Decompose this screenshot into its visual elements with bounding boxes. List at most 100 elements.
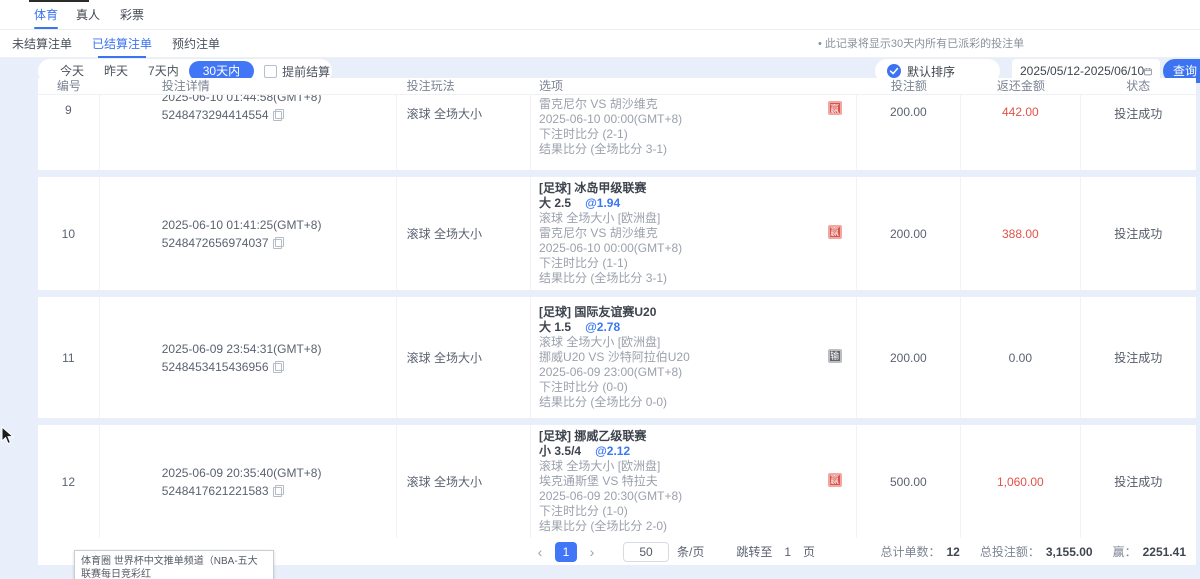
bet-play-type: 滚球 全场大小 xyxy=(406,475,482,489)
stake-cell: 200.00 xyxy=(857,297,962,418)
league-name: [足球] 挪威乙级联赛 xyxy=(539,429,647,443)
bet-time: 2025-06-10 01:44:58(GMT+8) xyxy=(161,95,322,104)
bet-options-cell: [足球] 冰岛甲级联赛大 2.5 @1.94 滚球 全场大小 [欧洲盘] 雷克尼尔 V… xyxy=(531,177,857,290)
bet-number-cell: 9 xyxy=(38,95,100,170)
result-badge: 赢 xyxy=(827,472,842,487)
top-edge-line xyxy=(29,0,89,2)
table-row: 11 2025-06-09 23:54:31(GMT+8) 524845341543… xyxy=(38,297,1196,418)
prev-page-button[interactable]: ‹ xyxy=(537,543,543,560)
option-line: 雷克尼尔 VS 胡沙维克 xyxy=(539,226,658,240)
col-header-play: 投注玩法 xyxy=(406,79,455,93)
bet-options-cell: [足球] 国际友谊赛U20 大 1.5 @2.78 滚球 全场大小 [欧洲盘] 挪威U2… xyxy=(531,297,857,418)
col-header-status: 状态 xyxy=(1126,79,1151,93)
tab-lottery[interactable]: 彩票 xyxy=(120,0,144,30)
jump-page-value[interactable]: 1 xyxy=(784,544,792,559)
status-cell: 投注成功 xyxy=(1081,95,1196,170)
early-settle-checkbox-label[interactable]: 提前结算 xyxy=(264,63,330,80)
status-cell: 投注成功 xyxy=(1081,297,1196,418)
copy-icon[interactable] xyxy=(272,484,284,497)
bet-detail-cell: 2025-06-10 01:44:58(GMT+8) 52484732944145… xyxy=(100,95,397,170)
bet-options-cell: [足球] 挪威乙级联赛小 3.5/4 @2.12 滚球 全场大小 [欧洲盘] 埃克通斯… xyxy=(531,425,857,538)
subtab-reserved[interactable]: 预约注单 xyxy=(172,30,220,58)
option-line: 滚球 全场大小 [欧洲盘] xyxy=(539,211,661,225)
tab-live[interactable]: 真人 xyxy=(76,0,100,30)
range-yesterday[interactable]: 昨天 xyxy=(104,64,129,78)
payout-cell: 388.00 xyxy=(961,177,1081,290)
option-line: 挪威U20 VS 沙特阿拉伯U20 xyxy=(539,350,690,364)
records-notice: • 此记录将显示30天内所有已派彩的投注单 xyxy=(818,38,1025,50)
status-badge: 投注成功 xyxy=(1114,227,1163,241)
tab-lottery-label: 彩票 xyxy=(120,8,145,22)
mouse-cursor xyxy=(1,426,14,445)
early-settle-text: 提前结算 xyxy=(282,64,331,79)
range-today[interactable]: 今天 xyxy=(60,64,85,78)
option-line: 2025-06-09 23:00(GMT+8) xyxy=(539,365,683,379)
option-line: 埃克通斯堡 VS 特拉夫 xyxy=(539,474,658,488)
option-line: 2025-06-09 20:30(GMT+8) xyxy=(539,489,683,503)
total-stake-value: 3,155.00 xyxy=(1045,544,1093,559)
table-row: 9 2025-06-10 01:44:58(GMT+8) 5248473294414… xyxy=(38,95,1196,170)
option-line: 结果比分 (全场比分 3-1) xyxy=(539,271,668,285)
pick-value: 大 1.5 xyxy=(539,320,572,334)
stake-amount: 200.00 xyxy=(889,350,927,365)
stake-cell: 500.00 xyxy=(857,425,962,538)
pick-line: 小 3.5/4 @2.12 xyxy=(539,444,856,459)
bet-number: 10 xyxy=(61,226,76,241)
tab-sports[interactable]: 体育 xyxy=(34,0,59,30)
page-unit-label: 页 xyxy=(803,545,816,559)
active-tab-underline xyxy=(34,27,59,29)
active-subtab-underline xyxy=(98,56,147,58)
option-line: 下注时比分 (0-0) xyxy=(539,380,628,394)
tab-sports-label: 体育 xyxy=(34,8,59,22)
calendar-icon xyxy=(1144,67,1152,75)
payout-cell: 442.00 xyxy=(961,95,1081,170)
range-30days[interactable]: 30天内 xyxy=(188,61,255,81)
bet-id: 5248453415436956 xyxy=(161,359,269,374)
total-win-label: 赢： xyxy=(1112,545,1137,559)
league-name: [足球] 国际友谊赛U20 xyxy=(539,305,657,319)
option-line: 结果比分 (全场比分 2-0) xyxy=(539,519,668,533)
option-line: 结果比分 (全场比分 0-0) xyxy=(539,395,668,409)
copy-icon[interactable] xyxy=(272,360,284,373)
payout-amount: 0.00 xyxy=(1008,350,1032,365)
subtab-settled[interactable]: 已结算注单 xyxy=(92,30,152,58)
early-settle-checkbox[interactable] xyxy=(264,64,278,78)
status-cell: 投注成功 xyxy=(1081,177,1196,290)
bet-number: 9 xyxy=(65,103,72,117)
pagination: ‹ 1 › 50 条/页 跳转至 1 页 xyxy=(533,538,815,565)
pick-value: 大 2.5 xyxy=(539,196,572,210)
total-stake-label: 总投注额： xyxy=(979,545,1040,559)
range-7days[interactable]: 7天内 xyxy=(148,64,179,78)
col-header-payout: 返还金额 xyxy=(996,79,1045,93)
bet-detail-cell: 2025-06-10 01:41:25(GMT+8) 52484726569740… xyxy=(100,177,397,290)
date-range-value: 2025/05/12-2025/06/10 xyxy=(1020,64,1145,78)
current-page-button[interactable]: 1 xyxy=(555,541,577,562)
page-size-input[interactable]: 50 xyxy=(623,541,669,562)
option-line: 下注时比分 (1-0) xyxy=(539,504,628,518)
tab-live-label: 真人 xyxy=(76,8,101,22)
bet-play-cell: 滚球 全场大小 xyxy=(397,177,532,290)
stake-cell: 200.00 xyxy=(857,95,962,170)
option-line: 结果比分 (全场比分 3-1) xyxy=(539,142,668,156)
per-page-label: 条/页 xyxy=(677,545,705,559)
status-badge: 投注成功 xyxy=(1114,107,1163,121)
payout-amount: 442.00 xyxy=(1001,105,1039,119)
bet-number-cell: 12 xyxy=(38,425,100,538)
next-page-button[interactable]: › xyxy=(589,543,595,560)
copy-icon[interactable] xyxy=(272,236,284,249)
bet-id: 5248417621221583 xyxy=(161,483,269,498)
subtab-unsettled[interactable]: 未结算注单 xyxy=(12,30,72,58)
bet-id-line: 5248417621221583 xyxy=(162,482,396,500)
bet-detail-cell: 2025-06-09 20:35:40(GMT+8) 52484176212215… xyxy=(100,425,397,538)
payout-amount: 388.00 xyxy=(1001,226,1039,241)
col-header-no: 编号 xyxy=(56,79,81,93)
bet-play-type: 滚球 全场大小 xyxy=(406,351,482,365)
copy-icon[interactable] xyxy=(272,109,284,121)
bet-number-cell: 10 xyxy=(38,177,100,290)
table-row: 12 2025-06-09 20:35:40(GMT+8) 524841762122… xyxy=(38,425,1196,538)
subtab-unsettled-label: 未结算注单 xyxy=(12,37,73,51)
totals-summary: 总计单数： 12 总投注额： 3,155.00 赢： 2251.41 xyxy=(880,538,1186,565)
bet-detail-cell: 2025-06-09 23:54:31(GMT+8) 52484534154369… xyxy=(100,297,397,418)
bet-time: 2025-06-09 20:35:40(GMT+8) xyxy=(161,465,322,480)
